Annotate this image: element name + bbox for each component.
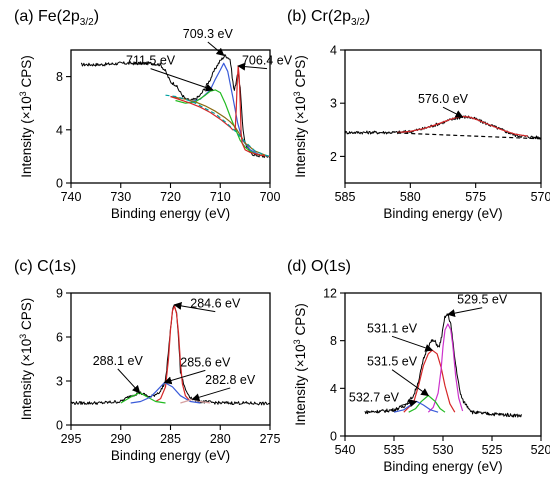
panel-d-peak-label: 531.5 eV — [367, 355, 418, 369]
panel-c-peak-arrow — [191, 387, 231, 402]
panel-d-x-tick-label: 540 — [335, 443, 356, 457]
panel-b-peak-label: 576.0 eV — [418, 92, 469, 106]
panel-c-x-axis-label: Binding energy (eV) — [111, 448, 230, 463]
panel-d-plot: 540 535 530 525 520 0 4 8 12 529.5 eV 531.1 eV 531.… — [323, 287, 550, 458]
panel-d-series-4 — [393, 400, 439, 413]
panel-a-peak-label: 709.3 eV — [183, 27, 234, 41]
panel-c-x-tick-label: 275 — [260, 432, 281, 446]
panel-a-x-tick-label: 720 — [160, 190, 181, 204]
panel-c-x-tick-label: 295 — [61, 432, 82, 446]
panel-c-y-tick-label: 3 — [56, 375, 63, 389]
panel-d-x-tick-label: 530 — [433, 443, 454, 457]
panel-b: (b) Cr(2p3/2) 585 580 575 570 2 3 4 576.0 eV Bi… — [287, 8, 550, 221]
panel-d-peak-arrow — [391, 335, 434, 352]
panel-c-peak-arrow — [163, 369, 206, 385]
panel-d-series-3 — [408, 394, 446, 413]
panel-a-y-tick-label: 8 — [56, 70, 63, 84]
panel-a-x-tick-label: 730 — [110, 190, 131, 204]
panel-d-y-axis-label: Intensity (×103 CPS) — [292, 303, 308, 425]
panel-d-y-tick-label: 4 — [330, 382, 337, 396]
panel-c-x-tick-label: 280 — [210, 432, 231, 446]
panel-a-x-tick-label: 740 — [61, 190, 82, 204]
panel-a-peak-label: 711.5 eV — [126, 54, 176, 68]
panel-b-series-0 — [344, 115, 542, 140]
panel-a-peak-label: 706.4 eV — [242, 54, 293, 68]
panel-c-x-tick-label: 285 — [160, 432, 181, 446]
panel-d-series-0 — [364, 313, 522, 418]
panel-a-series-4 — [170, 65, 271, 157]
panel-a-y-axis-label: Intensity (×103 CPS) — [18, 55, 34, 177]
panel-a-series-1 — [190, 62, 271, 157]
panel-d: (d) O(1s) 540 535 530 525 520 0 4 8 12 529.5 eV 53… — [287, 258, 550, 474]
panel-c-x-tick-label: 290 — [110, 432, 131, 446]
panel-b-y-tick-label: 4 — [330, 44, 337, 58]
panel-b-peak-arrow — [442, 106, 464, 118]
panel-a: (a) Fe(2p3/2) 740 730 720 710 700 0 4 8 709.3 eV… — [14, 8, 293, 221]
panel-a-series-3 — [170, 95, 266, 156]
panel-d-x-tick-label: 520 — [531, 443, 550, 457]
panel-c-y-tick-label: 6 — [56, 331, 63, 345]
panel-d-peak-arrow — [400, 399, 418, 408]
panel-b-x-tick-label: 570 — [531, 190, 550, 204]
panel-a-x-axis-label: Binding energy (eV) — [111, 206, 230, 221]
panel-a-series-5 — [165, 94, 271, 157]
panel-c-peak-label: 288.1 eV — [93, 354, 144, 368]
panel-a-series-2 — [175, 89, 271, 157]
panel-c-peak-label: 285.6 eV — [180, 355, 231, 369]
panel-c: (c) C(1s) 295 290 285 280 275 0 3 6 9 284.6 eV 288… — [14, 258, 280, 463]
panel-a-x-tick-label: 700 — [260, 190, 281, 204]
panel-b-frame — [344, 49, 542, 184]
panel-c-y-tick-label: 9 — [56, 287, 63, 301]
panel-b-series-2 — [397, 132, 542, 140]
panel-a-plot: 740 730 720 710 700 0 4 8 709.3 eV 711.5 eV 706.4 … — [56, 27, 293, 204]
panel-a-y-tick-label: 4 — [56, 123, 63, 137]
panel-b-x-tick-label: 575 — [465, 190, 486, 204]
panel-b-y-tick-label: 3 — [330, 97, 337, 111]
panel-c-peak-arrow — [173, 301, 216, 313]
panel-c-peak-arrow — [117, 368, 141, 394]
panel-d-peak-label: 531.1 eV — [367, 321, 418, 335]
panel-d-y-tick-label: 0 — [330, 430, 337, 444]
panel-b-plot: 585 580 575 570 2 3 4 576.0 eV — [330, 44, 550, 205]
panel-d-x-axis-label: Binding energy (eV) — [383, 459, 502, 474]
panel-c-peak-label: 282.8 eV — [205, 373, 256, 387]
panel-a-series-0 — [80, 54, 271, 159]
panel-b-title: (b) Cr(2p3/2) — [287, 8, 370, 28]
panel-c-plot: 295 290 285 280 275 0 3 6 9 284.6 eV 288.1 eV 285.6… — [56, 287, 280, 447]
panel-d-peak-label: 532.7 eV — [349, 390, 400, 404]
panel-a-x-tick-label: 710 — [210, 190, 231, 204]
panel-c-series-2 — [120, 392, 166, 404]
panel-d-y-tick-label: 12 — [323, 287, 337, 301]
panel-d-peak-label: 529.5 eV — [457, 293, 508, 307]
panel-b-y-axis-label: Intensity (×103 CPS) — [292, 55, 308, 177]
panel-a-peak-arrow — [150, 68, 214, 92]
panel-b-y-tick-label: 2 — [330, 150, 337, 164]
panel-d-peak-arrow — [391, 369, 430, 397]
panel-a-peak-arrow — [237, 62, 268, 71]
panel-d-title: (d) O(1s) — [287, 258, 351, 275]
panel-d-peak-arrow — [446, 307, 483, 318]
panel-d-y-tick-label: 8 — [330, 334, 337, 348]
panel-a-title: (a) Fe(2p3/2) — [14, 8, 99, 28]
panel-c-y-tick-label: 0 — [56, 419, 63, 433]
panel-d-x-tick-label: 535 — [384, 443, 405, 457]
panel-d-x-tick-label: 525 — [482, 443, 503, 457]
panel-a-y-tick-label: 0 — [56, 177, 63, 191]
panel-b-x-axis-label: Binding energy (eV) — [383, 206, 502, 221]
panel-a-peak-arrow — [207, 41, 225, 56]
panel-c-peak-label: 284.6 eV — [190, 297, 241, 311]
panel-c-y-axis-label: Intensity (×103 CPS) — [18, 298, 34, 420]
panel-b-x-tick-label: 585 — [335, 190, 356, 204]
panel-b-x-tick-label: 580 — [400, 190, 421, 204]
panel-d-series-2 — [427, 323, 464, 413]
panel-c-title: (c) C(1s) — [14, 258, 76, 275]
